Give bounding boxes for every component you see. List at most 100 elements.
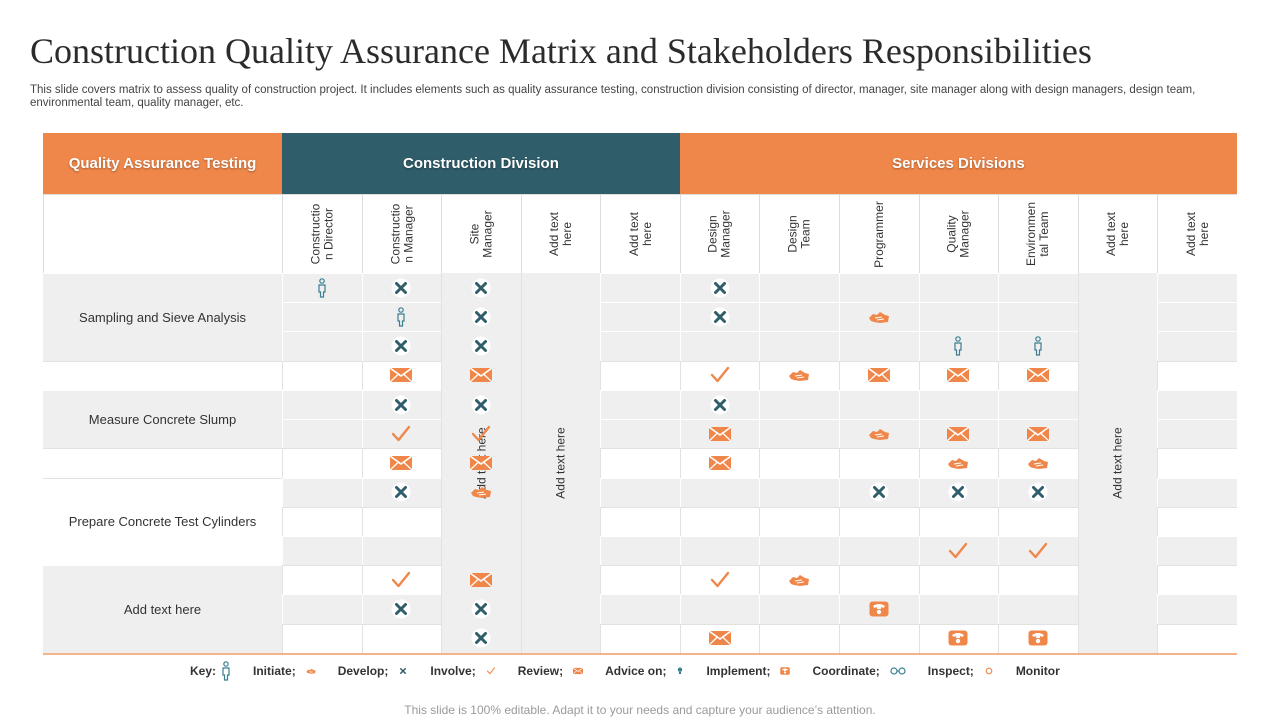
matrix-cell bbox=[679, 331, 760, 361]
matrix-cell bbox=[1157, 448, 1237, 478]
matrix-cell bbox=[679, 419, 760, 449]
legend-item-label: Initiate; bbox=[253, 664, 296, 678]
check-icon bbox=[1026, 540, 1050, 562]
matrix-cell bbox=[759, 302, 840, 332]
legend-key-label: Key: bbox=[190, 661, 231, 681]
role-header-cell: Add text here bbox=[600, 194, 680, 273]
matrix-cell bbox=[918, 273, 999, 303]
matrix-cell bbox=[759, 331, 840, 361]
merged-column: Add text here bbox=[1077, 273, 1158, 653]
role-header-cell: Constructio n Manager bbox=[361, 194, 442, 273]
matrix-cell bbox=[361, 565, 442, 595]
matrix-cell bbox=[759, 477, 840, 507]
role-header-label: Constructio n Director bbox=[308, 203, 336, 265]
role-header-label: Programmer bbox=[871, 200, 886, 268]
matrix-cell bbox=[998, 302, 1078, 332]
matrix-cell bbox=[918, 565, 999, 595]
row-label: Add text here bbox=[43, 565, 282, 653]
matrix-cell bbox=[759, 273, 840, 303]
role-header-cell: Programmer bbox=[839, 194, 919, 273]
cross-icon bbox=[469, 598, 493, 620]
phone-icon bbox=[1026, 627, 1050, 649]
matrix-cell bbox=[282, 389, 362, 420]
envelope-icon bbox=[946, 364, 970, 386]
matrix-cell bbox=[679, 360, 760, 390]
matrix-cell bbox=[918, 535, 999, 566]
matrix-cell bbox=[1157, 419, 1237, 449]
envelope-icon bbox=[469, 364, 493, 386]
envelope-icon bbox=[469, 569, 493, 591]
cross-icon bbox=[708, 394, 732, 416]
matrix-cell bbox=[282, 594, 362, 624]
matrix-cell bbox=[759, 535, 840, 566]
matrix-cell bbox=[600, 477, 680, 507]
matrix-cell bbox=[600, 565, 680, 595]
row-label: Sampling and Sieve Analysis bbox=[43, 273, 282, 361]
person-icon bbox=[222, 661, 230, 681]
matrix-cell bbox=[839, 389, 919, 420]
hand-icon bbox=[1026, 452, 1050, 474]
role-header-label: Quality Manager bbox=[944, 210, 972, 258]
matrix-cell bbox=[282, 477, 362, 507]
matrix-cell bbox=[759, 506, 840, 536]
matrix-cell bbox=[998, 594, 1078, 624]
matrix-cell bbox=[839, 506, 919, 536]
matrix-cell bbox=[918, 506, 999, 536]
matrix-cell bbox=[1157, 389, 1237, 420]
role-header-cell: Design Team bbox=[759, 194, 840, 273]
role-header-cell: Environmen tal Team bbox=[998, 194, 1078, 273]
check-icon bbox=[708, 364, 732, 386]
role-header-cell: Site Manager bbox=[441, 194, 521, 273]
legend-item-label: Implement; bbox=[706, 664, 771, 678]
matrix-cell bbox=[600, 448, 680, 478]
matrix-cell bbox=[1157, 331, 1237, 361]
legend-item-label: Review; bbox=[517, 664, 564, 678]
person-icon bbox=[946, 335, 970, 357]
matrix-cell bbox=[1157, 565, 1237, 595]
matrix-cell bbox=[839, 535, 919, 566]
check-icon bbox=[389, 423, 413, 445]
envelope-icon bbox=[1026, 364, 1050, 386]
matrix-cell bbox=[600, 506, 680, 536]
role-header-label: Design Manager bbox=[706, 210, 734, 258]
matrix-cell bbox=[282, 331, 362, 361]
page-title: Construction Quality Assurance Matrix an… bbox=[30, 31, 1092, 71]
legend-item: Advice on; bbox=[605, 664, 684, 678]
matrix-cell bbox=[1157, 273, 1237, 303]
hand-icon bbox=[867, 306, 891, 328]
legend-key-text: Key: bbox=[190, 664, 217, 678]
legend-item: Involve; bbox=[430, 664, 495, 678]
merged-column-label: Add text here bbox=[1111, 427, 1126, 499]
cross-icon bbox=[469, 306, 493, 328]
matrix-cell bbox=[600, 273, 680, 303]
matrix-cell bbox=[361, 535, 442, 566]
legend-item: Monitor bbox=[1016, 664, 1060, 678]
matrix-cell bbox=[282, 623, 362, 653]
role-header-label: Site Manager bbox=[467, 210, 495, 258]
role-header-label: Add text here bbox=[626, 211, 654, 257]
matrix-cell bbox=[679, 506, 760, 536]
matrix-cell bbox=[918, 302, 999, 332]
matrix-cell bbox=[361, 419, 442, 449]
hand-icon bbox=[946, 452, 970, 474]
dot-icon bbox=[979, 667, 994, 675]
matrix-cell bbox=[1157, 360, 1237, 390]
legend-key: Key: Initiate; Develop; Involve; Review; Adv… bbox=[190, 661, 1082, 681]
matrix-cell bbox=[998, 535, 1078, 566]
cross-icon bbox=[469, 277, 493, 299]
envelope-icon bbox=[469, 452, 493, 474]
legend-item-label: Develop; bbox=[337, 664, 389, 678]
envelope-icon bbox=[389, 452, 413, 474]
matrix-cell bbox=[839, 623, 919, 653]
role-header-label: Design Team bbox=[785, 215, 813, 253]
legend-item-label: Monitor bbox=[1015, 664, 1060, 678]
person-icon bbox=[1026, 335, 1050, 357]
header-qa-testing: Quality Assurance Testing bbox=[43, 133, 282, 194]
legend-item-label: Involve; bbox=[430, 664, 476, 678]
role-header-cell: Design Manager bbox=[679, 194, 760, 273]
matrix-cell bbox=[282, 565, 362, 595]
cross-icon bbox=[867, 481, 891, 503]
matrix-cell bbox=[361, 506, 442, 536]
matrix-cell bbox=[600, 594, 680, 624]
matrix-cell bbox=[1157, 477, 1237, 507]
